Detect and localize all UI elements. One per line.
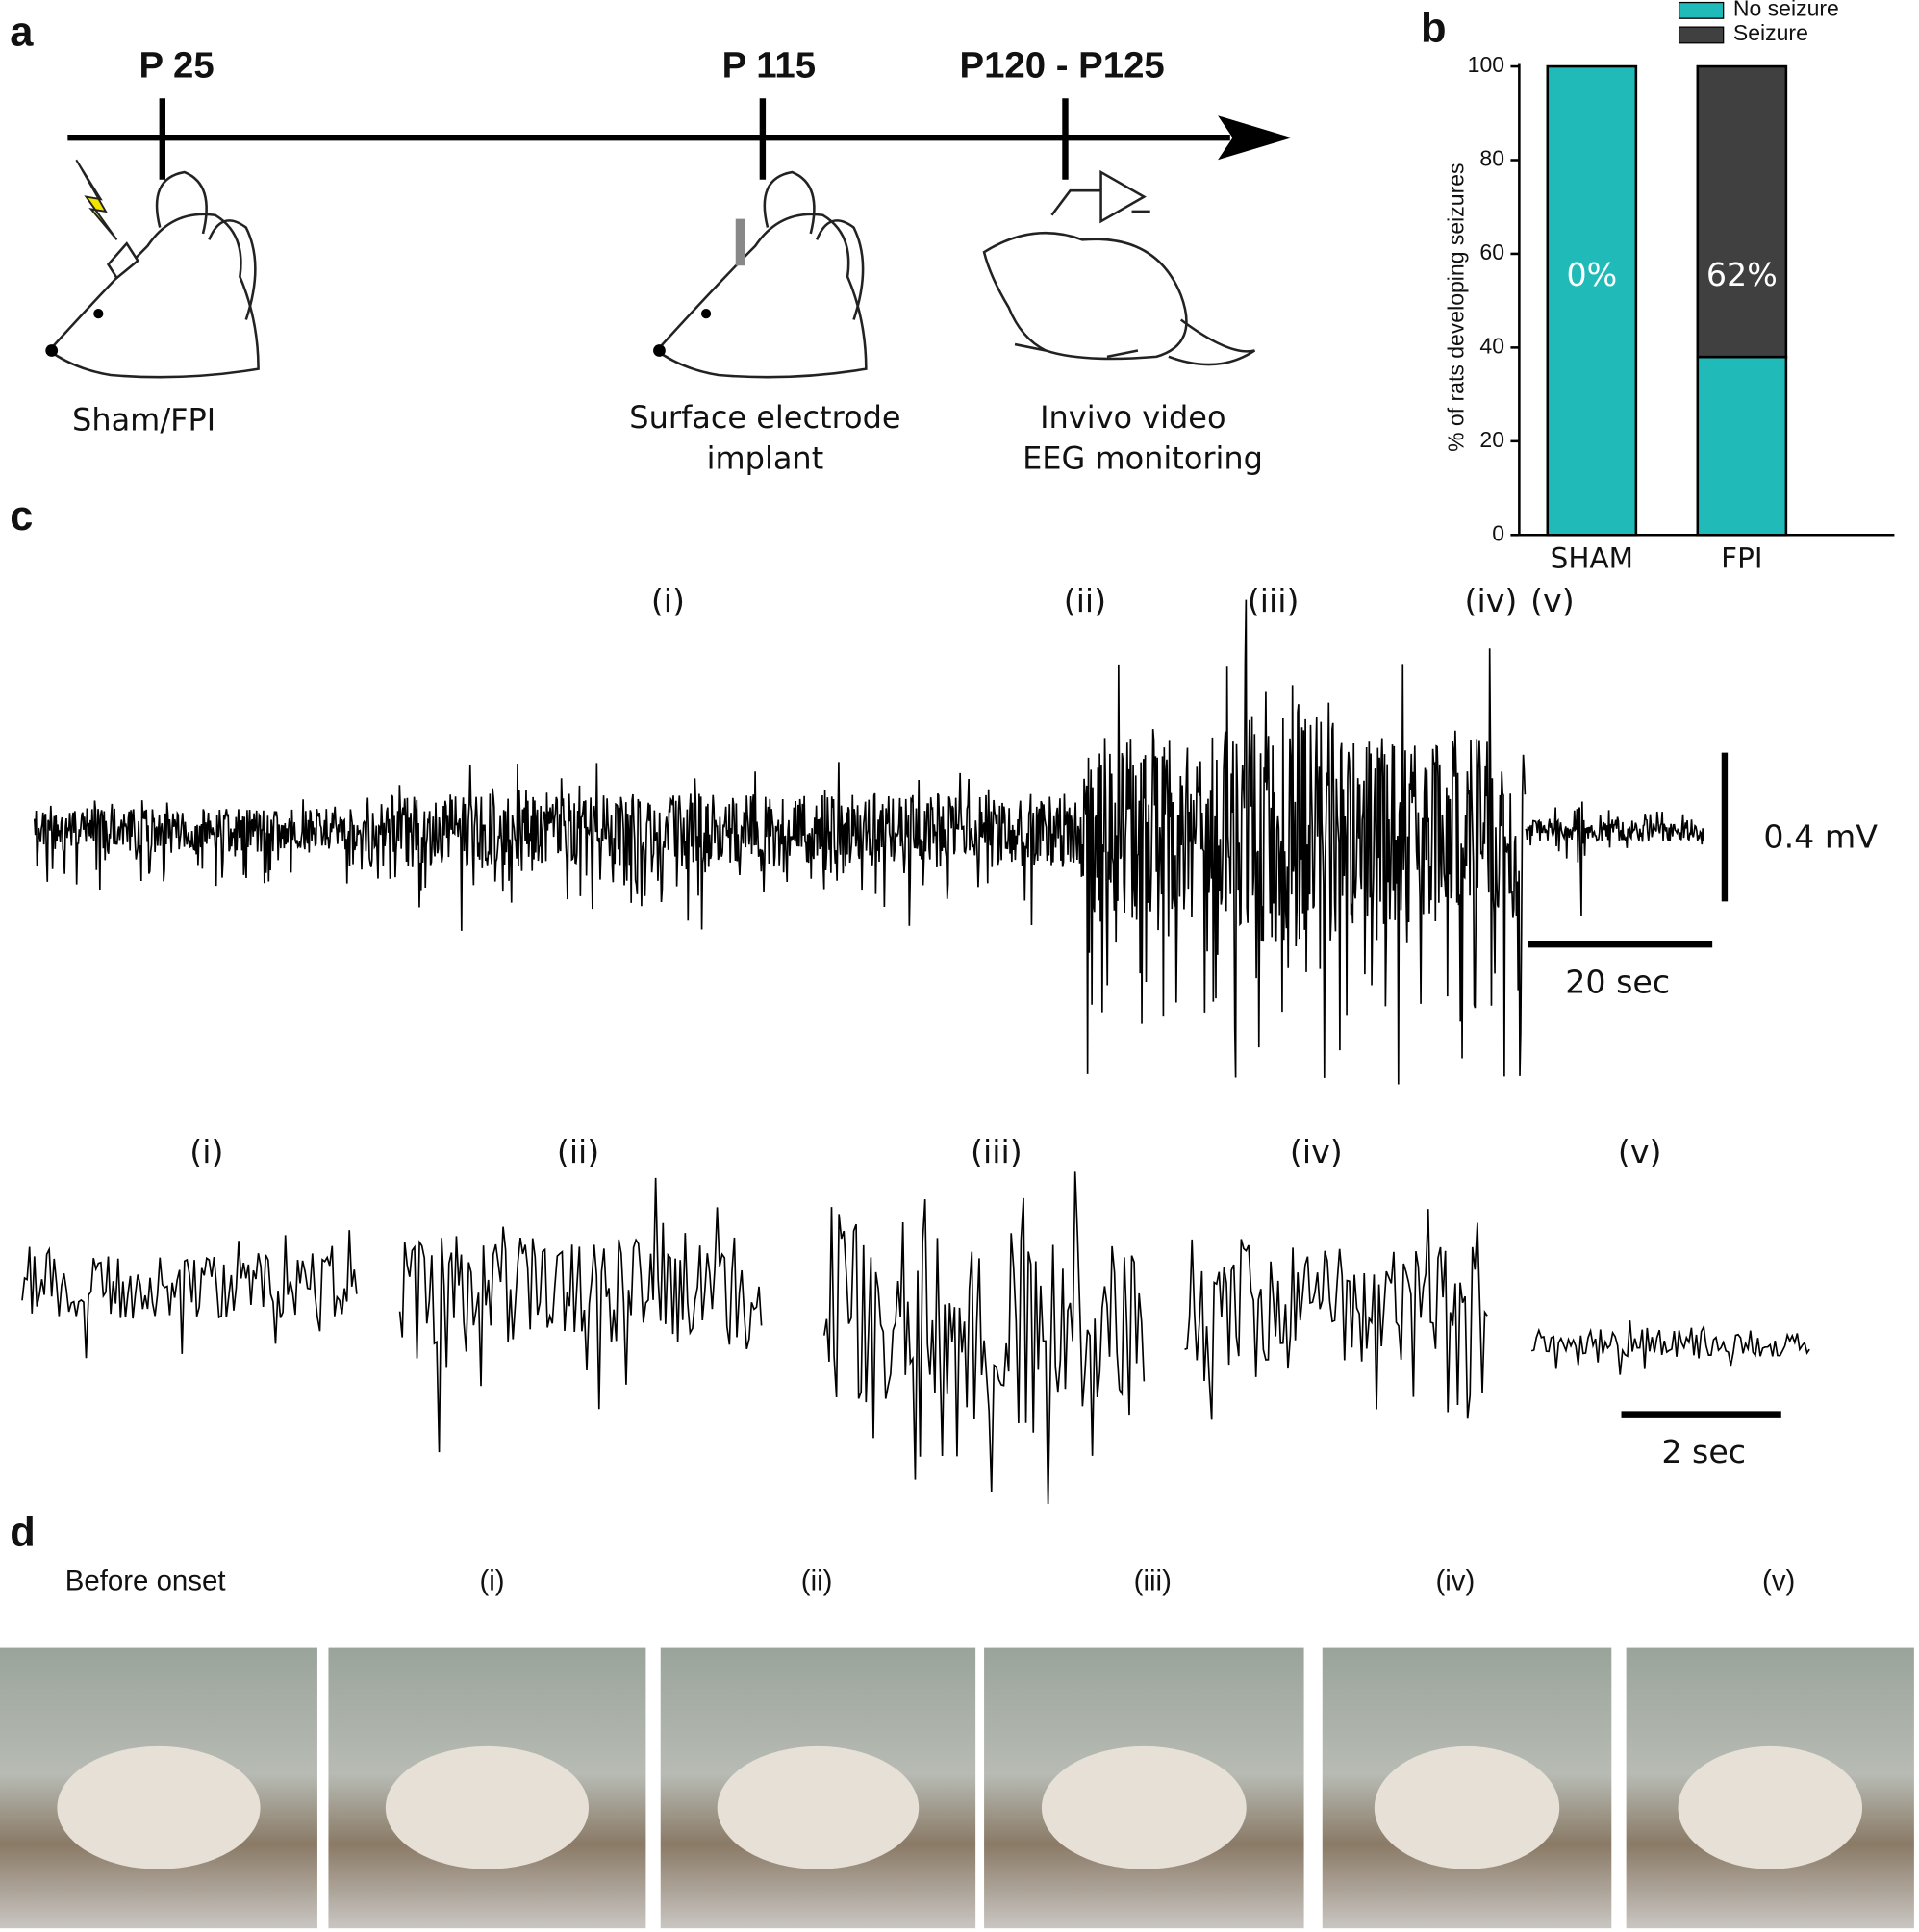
detail-label: (iii) bbox=[971, 1133, 1023, 1170]
y-tick-label: 100 bbox=[1468, 52, 1504, 77]
electrode bbox=[735, 218, 745, 266]
y-tick-label: 80 bbox=[1479, 146, 1504, 171]
rat bbox=[57, 1745, 261, 1869]
frame-label: (iii) bbox=[1134, 1566, 1172, 1597]
mouse-illustration bbox=[47, 169, 1256, 379]
segment-label: (ii) bbox=[1064, 582, 1106, 619]
video-frames bbox=[0, 1647, 1914, 1929]
scale-label: 0.4 mV bbox=[1763, 818, 1878, 856]
rat bbox=[385, 1745, 590, 1869]
legend-label: No seizure bbox=[1733, 0, 1839, 20]
timeline bbox=[67, 98, 1230, 180]
eeg-traces bbox=[21, 599, 1810, 1504]
segment-label: (i) bbox=[651, 582, 685, 619]
segment-label: (v) bbox=[1530, 582, 1575, 619]
value-label: 62% bbox=[1706, 256, 1778, 293]
y-tick-label: 0 bbox=[1492, 520, 1504, 545]
timepoint: P 25 bbox=[139, 44, 215, 86]
eeg-trace bbox=[1530, 1320, 1810, 1375]
detail-label: (i) bbox=[189, 1133, 223, 1170]
rat bbox=[1678, 1745, 1863, 1869]
value-label: 0% bbox=[1566, 256, 1617, 293]
eeg-trace bbox=[33, 599, 1527, 1085]
panel-label: a bbox=[10, 9, 34, 55]
arrow-head bbox=[1218, 115, 1292, 161]
eeg-trace bbox=[1525, 801, 1704, 916]
mouse-nose bbox=[653, 344, 666, 357]
bar-chart: 0 20 40 60 80 100 0% SHAM 62% FPI No seizureSeizur… bbox=[1468, 0, 1895, 574]
y-tick-label: 40 bbox=[1479, 333, 1504, 358]
caption: Surface electrode bbox=[629, 399, 900, 436]
rat bbox=[1374, 1745, 1560, 1869]
caption: Sham/FPI bbox=[72, 402, 215, 439]
detail-label: (v) bbox=[1618, 1133, 1662, 1170]
caption: EEG monitoring bbox=[1023, 439, 1263, 476]
y-axis-label: % of rats developing seizures bbox=[1444, 163, 1469, 451]
detail-label: (iv) bbox=[1290, 1133, 1343, 1170]
segment-label: (iv) bbox=[1465, 582, 1518, 619]
panel-label: b bbox=[1421, 5, 1447, 51]
eeg-trace bbox=[398, 1177, 763, 1453]
caption: implant bbox=[707, 439, 824, 476]
frame-label: (i) bbox=[479, 1566, 504, 1597]
rat bbox=[1041, 1745, 1247, 1869]
x-tick-label: FPI bbox=[1721, 541, 1762, 574]
panel-label: d bbox=[10, 1509, 36, 1555]
mouse-eye bbox=[700, 308, 712, 319]
eeg-trace bbox=[823, 1171, 1146, 1504]
timepoint: P120 - P125 bbox=[960, 44, 1165, 86]
eeg-trace bbox=[21, 1230, 358, 1359]
frame-label: Before onset bbox=[65, 1566, 226, 1597]
timepoint: P 115 bbox=[722, 44, 816, 86]
bar-segment bbox=[1696, 355, 1788, 537]
frame-label: (ii) bbox=[801, 1566, 833, 1597]
frame-label: (v) bbox=[1762, 1566, 1795, 1597]
detail-label: (ii) bbox=[557, 1133, 599, 1170]
legend-swatch bbox=[1678, 26, 1725, 44]
mouse-eye bbox=[93, 308, 104, 319]
legend-swatch bbox=[1678, 1, 1725, 19]
legend-label: Seizure bbox=[1733, 20, 1808, 45]
bar-segment bbox=[1546, 64, 1638, 537]
scale-label: 2 sec bbox=[1661, 1433, 1746, 1470]
eeg-trace bbox=[1184, 1209, 1488, 1420]
mouse-nose bbox=[45, 344, 59, 357]
rat bbox=[717, 1745, 920, 1869]
y-tick-label: 20 bbox=[1479, 427, 1504, 452]
frame-label: (iv) bbox=[1435, 1566, 1475, 1597]
caption: Invivo video bbox=[1040, 399, 1225, 436]
bar-segment bbox=[1696, 64, 1788, 359]
segment-label: (iii) bbox=[1248, 582, 1300, 619]
lightning bbox=[75, 159, 118, 240]
scale-label: 20 sec bbox=[1565, 964, 1670, 1001]
y-tick-label: 60 bbox=[1479, 239, 1504, 264]
x-tick-label: SHAM bbox=[1551, 541, 1633, 574]
panel-label: c bbox=[10, 493, 33, 539]
